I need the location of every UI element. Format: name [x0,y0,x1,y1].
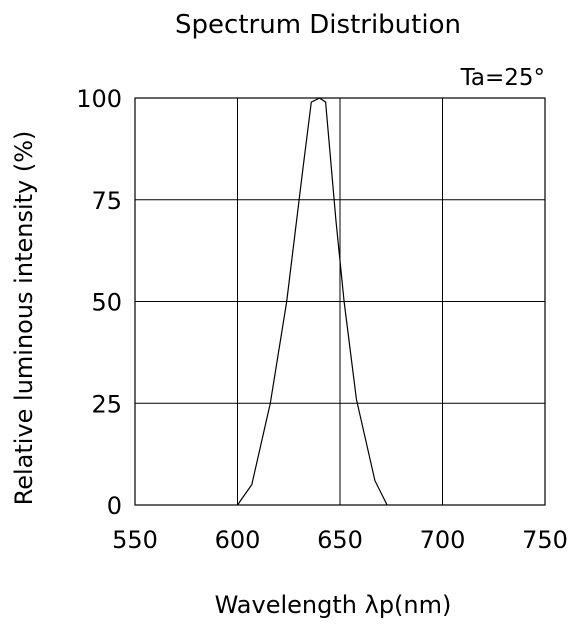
y-tick-label: 75 [91,187,122,215]
grid-lines [135,98,545,505]
x-tick-label: 550 [112,526,158,554]
y-tick-label: 100 [76,85,122,113]
x-axis-label: Wavelength λp(nm) [215,591,452,619]
x-tick-label: 650 [317,526,363,554]
spectrum-curve [237,97,388,506]
x-tick-label: 750 [522,526,568,554]
plot-frame [134,97,546,506]
x-tick-label: 700 [420,526,466,554]
y-tick-labels: 0 25 50 75 100 [76,85,122,520]
y-axis-label: Relative luminous intensity (%) [10,131,38,506]
x-tick-label: 600 [215,526,261,554]
y-tick-label: 0 [107,492,122,520]
y-tick-label: 25 [91,390,122,418]
plot-area [134,97,546,506]
x-tick-labels: 550 600 650 700 750 [112,526,568,554]
condition-annotation: Ta=25° [460,65,545,91]
y-tick-label: 50 [91,289,122,317]
chart-title: Spectrum Distribution [175,10,461,40]
